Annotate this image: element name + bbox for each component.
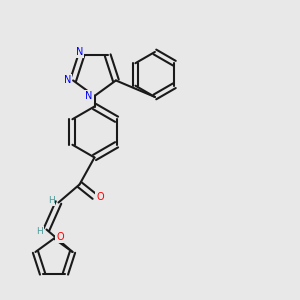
Text: O: O (56, 232, 64, 242)
Text: H: H (37, 227, 43, 236)
Text: N: N (85, 91, 93, 101)
Text: N: N (64, 76, 71, 85)
Text: O: O (96, 191, 104, 202)
Text: N: N (76, 47, 83, 57)
Text: H: H (48, 196, 54, 205)
